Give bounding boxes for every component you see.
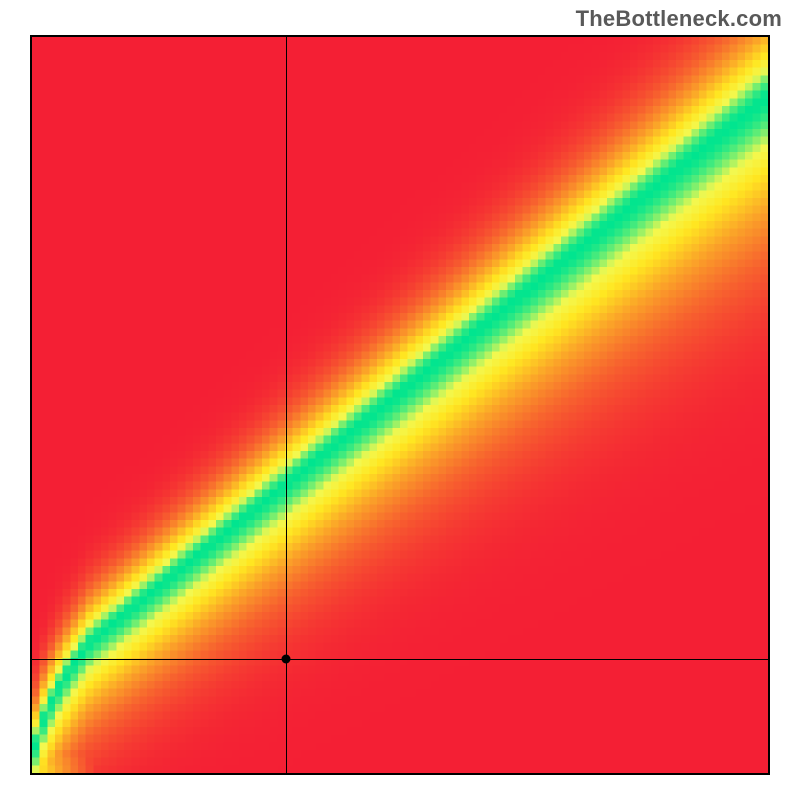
image-root: TheBottleneck.com <box>0 0 800 800</box>
plot-area <box>30 35 770 775</box>
crosshair-horizontal-line <box>32 659 768 660</box>
crosshair-dot <box>281 654 290 663</box>
heatmap-canvas <box>32 37 768 773</box>
watermark: TheBottleneck.com <box>576 6 782 32</box>
